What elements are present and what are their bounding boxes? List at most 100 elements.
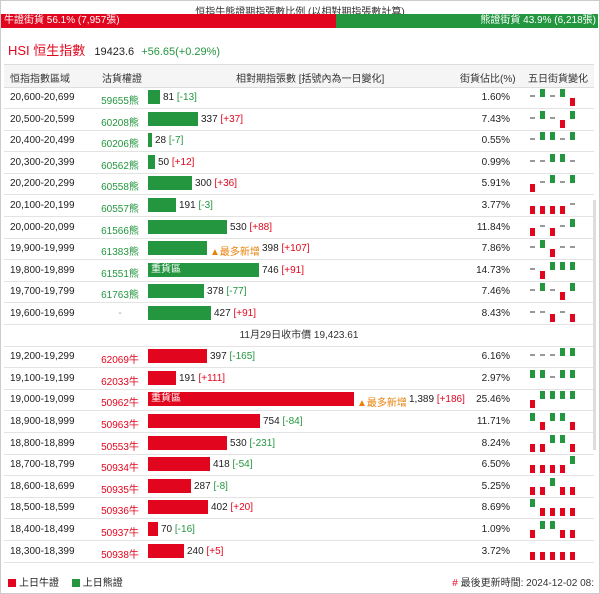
warrant-code-link[interactable]: 59655熊 (101, 96, 139, 107)
price-range: 20,500-20,599 (10, 113, 75, 125)
contracts-delta: [+5] (206, 545, 224, 557)
header-range: 恒指指數區域 (10, 74, 70, 85)
warrant-code-link[interactable]: 62069牛 (101, 355, 139, 367)
spark-bar (560, 465, 565, 474)
bull-ratio-segment: 牛證街貨 56.1% (7,957張) (1, 14, 336, 28)
share-percent: 25.46% (476, 394, 510, 406)
five-day-sparkline (524, 454, 584, 475)
bull-row[interactable]: 18,400-18,499 50937牛 70 [-16] 1.09% (4, 519, 594, 541)
five-day-sparkline (524, 303, 584, 324)
warrant-code-link[interactable]: 60557熊 (101, 204, 139, 215)
contracts-number: 427 (214, 308, 231, 319)
contracts-bar (148, 154, 155, 169)
five-day-sparkline (524, 260, 584, 281)
contracts-bar (148, 478, 191, 493)
contracts-number: 70 (161, 524, 173, 535)
warrant-code-link[interactable]: 50935牛 (101, 484, 139, 496)
warrant-code-link[interactable]: 60562熊 (101, 160, 139, 172)
warrant-code-link[interactable]: 50553牛 (101, 441, 139, 453)
price-range: 20,600-20,699 (10, 92, 75, 103)
index-name[interactable]: HSI 恒生指數 (8, 43, 86, 58)
spark-bar (560, 434, 565, 443)
contracts-value: 746 [+91] (262, 265, 304, 276)
bear-row[interactable]: 20,100-20,199 60557熊 191 [-3] 3.77% (4, 195, 594, 217)
spark-bar (550, 508, 555, 517)
bear-row[interactable]: 20,300-20,399 60562熊 50 [+12] 0.99% (4, 152, 594, 174)
contracts-bar (148, 284, 204, 299)
bull-row[interactable]: 18,500-18,599 50936牛 402 [+20] 8.69% (4, 497, 594, 520)
spark-bar (560, 89, 565, 97)
spark-bar (560, 292, 565, 301)
scrollbar[interactable] (593, 200, 596, 450)
spark-bar (530, 138, 535, 141)
bear-row[interactable]: 20,500-20,599 60208熊 337 [+37] 7.43% (4, 109, 594, 131)
five-day-sparkline (524, 109, 584, 130)
contracts-number: 746 (262, 264, 279, 276)
five-day-sparkline (524, 238, 584, 259)
spark-bar (560, 486, 565, 495)
spark-bar (560, 246, 565, 249)
warrant-code-link[interactable]: 50938牛 (101, 549, 139, 561)
bear-row[interactable]: 19,700-19,799 61763熊 378 [-77] 7.46% (4, 281, 594, 304)
warrant-code-link[interactable]: 50934牛 (101, 463, 139, 475)
legend-bear-label: 上日熊證 (82, 578, 123, 589)
warrant-code-link[interactable]: 61551熊 (101, 268, 139, 280)
price-range: 20,000-20,099 (10, 221, 75, 233)
warrant-code-link[interactable]: 62033牛 (101, 376, 139, 388)
five-day-sparkline (524, 433, 584, 454)
bear-row[interactable]: 19,600-19,699 - 427 [+91] 8.43% (4, 303, 594, 325)
contracts-delta: [+91] (281, 264, 304, 276)
header-contracts: 相對期指張數 [括號內為一日變化] (236, 74, 385, 85)
spark-bar (570, 314, 575, 322)
spark-bar (540, 369, 545, 378)
bull-row[interactable]: 18,700-18,799 50934牛 418 [-54] 6.50% (4, 454, 594, 477)
spark-bar (560, 348, 565, 357)
warrant-code-link[interactable]: 60208熊 (101, 117, 139, 129)
share-percent: 6.50% (481, 459, 510, 471)
contracts-value: 378 [-77] (207, 286, 246, 297)
most-added-tag: ▲最多新增 (357, 398, 407, 410)
warrant-code-link[interactable]: 61566熊 (101, 225, 139, 237)
spark-bar (540, 159, 545, 162)
spark-bar (570, 551, 575, 560)
bull-row[interactable]: 18,300-18,399 50938牛 240 [+5] 3.72% (4, 541, 594, 563)
warrant-code-link[interactable]: 50962牛 (101, 398, 139, 410)
contracts-delta: [+107] (281, 243, 310, 255)
warrant-code-link[interactable]: 61383熊 (101, 247, 139, 259)
bear-row[interactable]: 19,900-19,999 61383熊 ▲最多新增 398 [+107] 7.86% (4, 238, 594, 261)
warrant-code-link[interactable]: 50936牛 (101, 506, 139, 518)
spark-bar (540, 391, 545, 400)
warrant-code-link[interactable]: 60558熊 (101, 182, 139, 194)
bull-row[interactable]: 18,800-18,899 50553牛 530 [-231] 8.24% (4, 433, 594, 455)
spark-bar (540, 240, 545, 249)
bear-row[interactable]: 20,200-20,299 60558熊 300 [+36] 5.91% (4, 173, 594, 196)
bull-row[interactable]: 18,600-18,699 50935牛 287 [-8] 5.25% (4, 476, 594, 498)
spark-bar (570, 486, 575, 495)
warrant-code-link: - (118, 308, 122, 319)
bear-row[interactable]: 20,400-20,499 60206熊 28 [-7] 0.55% (4, 130, 594, 153)
contracts-bar (148, 500, 208, 515)
bear-row[interactable]: 20,600-20,699 59655熊 81 [-13] 1.60% (4, 87, 594, 109)
bear-row[interactable]: 19,800-19,899 61551熊 重貨區 746 [+91] 14.73% (4, 260, 594, 282)
warrant-code-link[interactable]: 61763熊 (101, 290, 139, 302)
bear-row[interactable]: 20,000-20,099 61566熊 530 [+88] 11.84% (4, 217, 594, 239)
bull-row[interactable]: 19,200-19,299 62069牛 397 [-165] 6.16% (4, 346, 594, 369)
contracts-value: 754 [-84] (263, 416, 302, 427)
ratio-title: 恒指牛熊證期指張數比例 (以相對期指張數計算) (195, 7, 405, 18)
spark-bar (550, 153, 555, 162)
warrant-code-link[interactable]: 50963牛 (101, 420, 139, 431)
ratio-bar: 牛證街貨 56.1% (7,957張) 熊證街貨 43.9% (6,218張) (1, 14, 598, 28)
spark-bar (540, 422, 545, 430)
bull-row[interactable]: 18,900-18,999 50963牛 754 [-84] 11.71% (4, 411, 594, 433)
legend-bear: 上日熊證 (71, 578, 123, 589)
share-percent: 14.73% (476, 264, 510, 276)
spark-bar (550, 465, 555, 474)
warrant-code-link[interactable]: 60206熊 (101, 139, 139, 151)
spark-bar (530, 551, 535, 560)
bull-row[interactable]: 19,100-19,199 62033牛 191 [+111] 2.97% (4, 368, 594, 390)
bull-row[interactable]: 19,000-19,099 50962牛 重貨區 ▲最多新增 1,389 [+186] 2… (4, 389, 594, 412)
spark-bar (530, 465, 535, 474)
five-day-sparkline (524, 173, 584, 194)
warrant-code-link[interactable]: 50937牛 (101, 528, 139, 539)
spark-bar (550, 249, 555, 258)
